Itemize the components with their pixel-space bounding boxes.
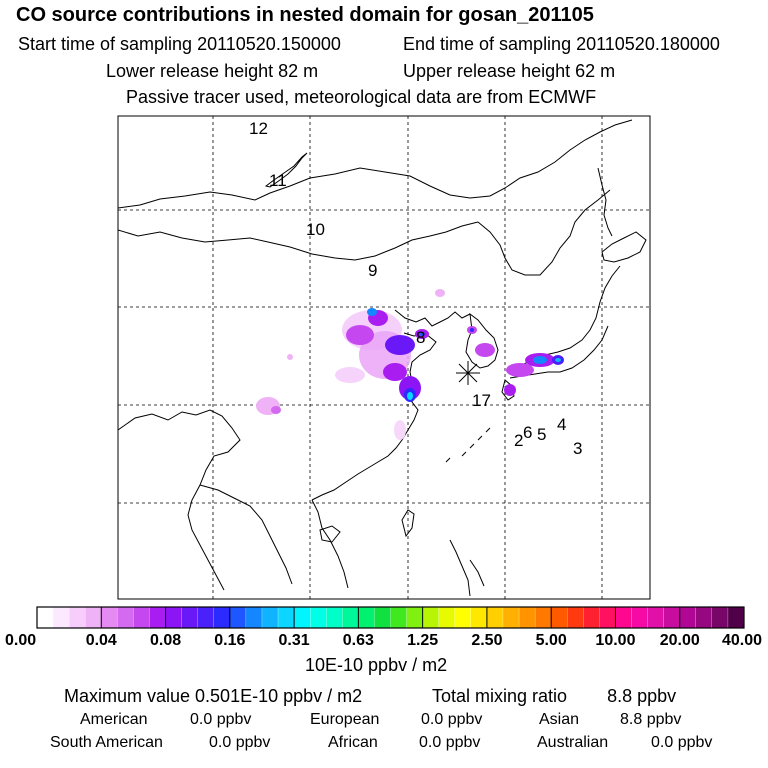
- colorbar-cell: [567, 606, 584, 629]
- trajectory-label-6: 6: [523, 423, 532, 442]
- colorbar-cell: [695, 606, 713, 629]
- region-south-american-name: South American: [50, 734, 163, 751]
- region-american-value: 0.0 ppbv: [190, 711, 252, 728]
- region-australian-name: Australian: [537, 734, 609, 751]
- sampling-start-time: Start time of sampling 20110520.150000: [18, 34, 341, 54]
- colorbar-cell: [390, 606, 408, 629]
- colorbar-cell: [583, 606, 600, 629]
- colorbar-cell: [68, 606, 86, 629]
- colorbar-cell: [181, 606, 199, 629]
- trajectory-label-9: 9: [368, 261, 377, 280]
- trajectory-label-8: 8: [416, 328, 425, 347]
- colorbar-cell: [117, 606, 134, 629]
- colorbar-tick-label: 20.00: [660, 632, 700, 649]
- colorbar-cell: [615, 606, 633, 629]
- colorbar-cell: [245, 606, 263, 629]
- colorbar-tick-label: 0.31: [279, 632, 310, 649]
- colorbar-cell: [293, 606, 311, 629]
- colorbar-cell: [679, 606, 697, 629]
- colorbar-cell: [326, 606, 343, 629]
- colorbar-cell: [52, 606, 70, 629]
- maximum-value: Maximum value 0.501E-10 ppbv / m2: [64, 686, 363, 706]
- region-european-name: European: [310, 711, 380, 728]
- trajectory-label-4: 4: [557, 415, 566, 434]
- colorbar-cell: [727, 606, 745, 629]
- colorbar-cell: [277, 606, 295, 629]
- upper-release-height: Upper release height 62 m: [403, 61, 616, 81]
- colorbar-units: 10E-10 ppbv / m2: [305, 655, 448, 675]
- colorbar-cell: [599, 606, 617, 629]
- region-african-name: African: [328, 734, 378, 751]
- colorbar-tick-label: 0.16: [214, 632, 245, 649]
- colorbar-cell: [711, 606, 729, 629]
- colorbar-cell: [310, 606, 327, 629]
- trajectory-label-2: 2: [514, 431, 523, 450]
- colorbar-cell: [406, 606, 424, 629]
- colorbar-cell: [486, 606, 504, 629]
- colorbar-cell: [229, 606, 247, 629]
- tracer-note: Passive tracer used, meteorological data…: [126, 87, 597, 107]
- total-mixing-ratio: Total mixing ratio 8.8 ppbv: [432, 686, 676, 707]
- colorbar-tick-label: 40.00: [722, 632, 762, 649]
- colorbar-tick-label: 0.63: [343, 632, 374, 649]
- colorbar-tick-label: 5.00: [536, 632, 567, 649]
- map-title: CO source contributions in nested domain…: [16, 4, 594, 26]
- trajectory-label-12: 12: [249, 119, 268, 138]
- colorbar-cell: [358, 606, 375, 629]
- region-asian-value: 8.8 ppbv: [620, 711, 682, 728]
- colorbar-tick-label: 10.00: [595, 632, 635, 649]
- colorbar-tick-label: 0.08: [150, 632, 181, 649]
- map-frame: [117, 115, 651, 600]
- colorbar-cell: [165, 606, 183, 629]
- region-australian-value: 0.0 ppbv: [651, 734, 713, 751]
- colorbar-cell: [133, 606, 151, 629]
- trajectory-label-3: 3: [573, 439, 582, 458]
- colorbar-tick-label: 0.00: [5, 632, 36, 649]
- region-south-american-value: 0.0 ppbv: [209, 734, 271, 751]
- region-european-value: 0.0 ppbv: [421, 711, 483, 728]
- colorbar-cell: [374, 606, 392, 629]
- sampling-end-time: End time of sampling 20110520.180000: [403, 34, 720, 54]
- colorbar-cell: [422, 606, 440, 629]
- colorbar-cell: [470, 606, 488, 629]
- colorbar-cell: [261, 606, 279, 629]
- colorbar-cell: [36, 606, 54, 629]
- colorbar-tick-label: 2.50: [471, 632, 502, 649]
- colorbar-cell: [647, 606, 665, 629]
- colorbar-cell: [518, 606, 536, 629]
- colorbar-cell: [149, 606, 167, 629]
- lower-release-height: Lower release height 82 m: [106, 61, 319, 81]
- colorbar-cell: [663, 606, 681, 629]
- total-mixing-value: 8.8 ppbv: [607, 686, 677, 706]
- total-mixing-label: Total mixing ratio: [432, 686, 568, 706]
- colorbar-tick-label: 1.25: [407, 632, 438, 649]
- colorbar-tick-label: 0.04: [86, 632, 117, 649]
- colorbar-cell: [101, 606, 118, 629]
- colorbar-cell: [551, 606, 568, 629]
- colorbar-cell: [631, 606, 649, 629]
- region-asian-name: Asian: [539, 711, 580, 728]
- colorbar-cell: [85, 606, 102, 629]
- region-american-name: American: [80, 711, 148, 728]
- colorbar-cell: [534, 606, 552, 629]
- colorbar-cell: [342, 606, 359, 629]
- colorbar-cell: [454, 606, 472, 629]
- concentration-field: [256, 289, 564, 440]
- colorbar-cell: [438, 606, 456, 629]
- colorbar-cell: [502, 606, 520, 629]
- colorbar-cell: [213, 606, 231, 629]
- trajectory-label-10: 10: [306, 220, 325, 239]
- trajectory-label-5: 5: [537, 425, 546, 444]
- trajectory-label-17: 17: [472, 391, 491, 410]
- colorbar-cell: [197, 606, 215, 629]
- receptor-marker: [456, 361, 480, 385]
- trajectory-label-11: 11: [269, 171, 287, 190]
- region-african-value: 0.0 ppbv: [419, 734, 481, 751]
